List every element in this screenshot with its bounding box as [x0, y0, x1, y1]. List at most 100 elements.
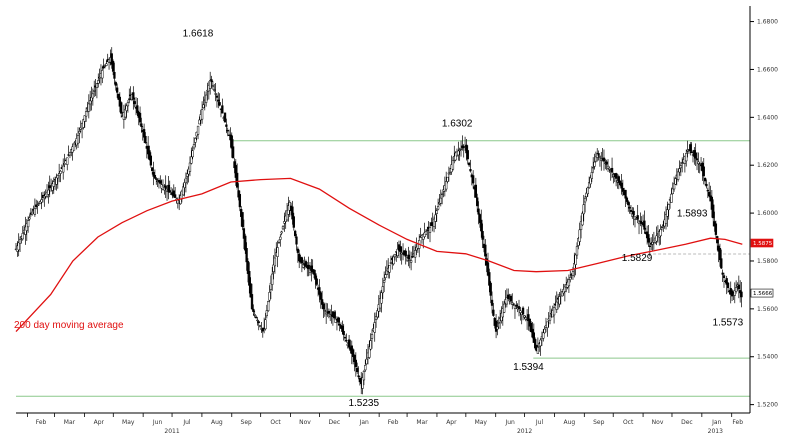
candle-body: [457, 150, 460, 156]
candle-body: [264, 319, 267, 330]
candle-body: [674, 178, 677, 185]
candle-body: [476, 197, 479, 207]
candle-body: [221, 105, 224, 114]
candle-body: [374, 316, 378, 320]
y-tick-label: 1.6800: [757, 19, 778, 26]
candle-body: [345, 339, 348, 342]
candle-body: [606, 165, 610, 169]
candle-body: [481, 230, 484, 240]
candle-body: [353, 354, 356, 363]
candle-body: [392, 256, 395, 265]
x-tick-label: Sep: [241, 419, 253, 426]
candle-body: [66, 157, 69, 165]
candle-body: [279, 236, 282, 240]
candle-body: [388, 265, 391, 273]
candle-body: [210, 79, 213, 83]
candle-body: [428, 227, 432, 233]
candle-body: [666, 209, 669, 217]
candle-body: [519, 310, 522, 314]
candle-body: [209, 80, 212, 89]
axis-tag-label: 1.5666: [753, 291, 773, 297]
candle-body: [628, 206, 631, 209]
x-tick-label: Feb: [36, 419, 47, 426]
candle-body: [333, 312, 336, 319]
candle-body: [694, 152, 697, 159]
candle-body: [322, 303, 325, 310]
candle-body: [507, 294, 510, 299]
candle-body: [192, 144, 196, 149]
candle-body: [31, 211, 34, 215]
candle-body: [440, 193, 444, 195]
candle-body: [142, 129, 146, 138]
candle-body: [725, 278, 728, 285]
candle-body: [148, 150, 151, 160]
candle-body: [362, 371, 366, 381]
candle-body: [740, 291, 743, 298]
candle-body: [552, 307, 556, 316]
candle-body: [319, 292, 322, 300]
candle-body: [733, 290, 736, 296]
candle-body: [250, 294, 254, 310]
candle-body: [58, 173, 61, 177]
candle-body: [39, 201, 42, 204]
candle-body: [490, 299, 494, 306]
candle-body: [432, 218, 436, 227]
price-annotation: 1.5235: [348, 398, 379, 409]
candle-body: [706, 189, 709, 192]
candle-body: [72, 143, 76, 151]
candle-body: [528, 318, 531, 327]
candle-body: [517, 306, 521, 310]
candle-body: [689, 144, 692, 152]
candle-body: [558, 296, 561, 305]
candle-body: [561, 291, 564, 297]
candle-body: [459, 148, 463, 150]
candle-body: [95, 83, 99, 88]
x-tick-label: Oct: [623, 419, 634, 426]
candle-body: [477, 208, 480, 215]
candle-body: [234, 165, 237, 178]
chart-frame: [16, 6, 751, 414]
candle-body: [312, 269, 316, 275]
candle-body: [587, 182, 591, 188]
candle-body: [702, 166, 705, 177]
candle-body: [621, 188, 625, 192]
candle-body: [76, 135, 80, 144]
candle-body: [18, 239, 22, 244]
candle-body: [659, 229, 662, 237]
candle-body: [667, 204, 670, 211]
x-tick-label: Oct: [270, 419, 281, 426]
candle-body: [256, 319, 259, 322]
x-tick-label: Apr: [94, 419, 105, 426]
candle-body: [245, 247, 248, 263]
candle-body: [211, 85, 215, 87]
candle-body: [543, 328, 546, 334]
candle-body: [655, 235, 658, 242]
candle-body: [214, 93, 217, 95]
candle-body: [55, 177, 58, 185]
candle-body: [281, 226, 285, 230]
candle-body: [524, 317, 527, 320]
candle-body: [136, 105, 139, 114]
candle-body: [361, 377, 364, 389]
candle-body: [25, 223, 28, 231]
candle-body: [670, 193, 673, 203]
candle-body: [563, 286, 567, 292]
candle-body: [338, 323, 341, 326]
y-tick-label: 1.5200: [757, 402, 778, 409]
candle-body: [172, 190, 175, 197]
x-tick-label: Aug: [211, 419, 223, 426]
candle-body: [478, 214, 482, 223]
candle-body: [323, 309, 326, 312]
candle-body: [78, 131, 81, 134]
candle-body: [118, 96, 121, 107]
candle-body: [734, 287, 738, 292]
candle-body: [548, 315, 552, 321]
candle-body: [726, 282, 730, 289]
candle-body: [167, 184, 170, 192]
candle-body: [583, 197, 587, 203]
candle-body: [648, 245, 651, 247]
x-year-label: 2013: [708, 428, 723, 435]
candle-body: [159, 180, 162, 184]
candle-body: [720, 258, 723, 269]
